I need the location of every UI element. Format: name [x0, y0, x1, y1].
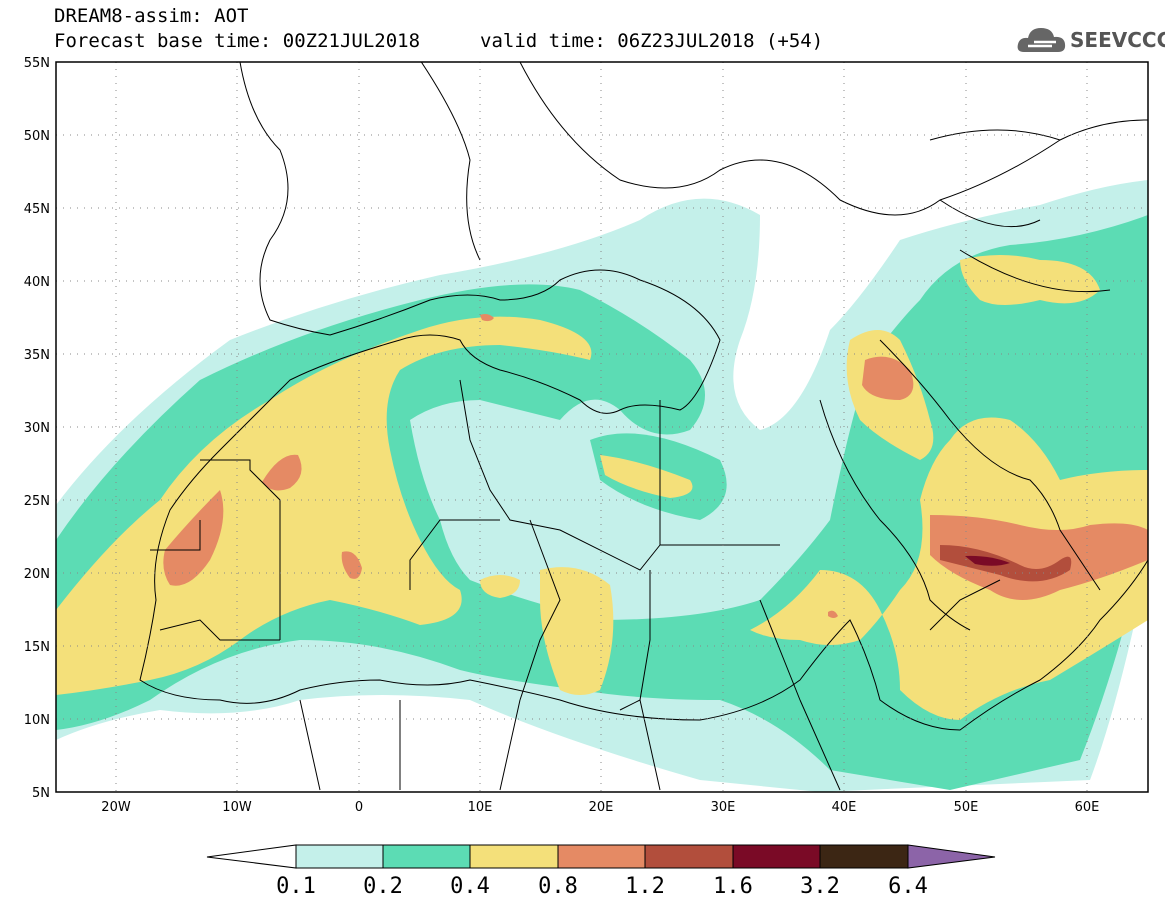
colorbar-labels: 0.1 0.2 0.4 0.8 1.2 1.6 3.2 6.4 [276, 874, 928, 899]
country-borders [139, 62, 1148, 791]
lon-label: 20E [589, 800, 614, 815]
colorbar-swatch [295, 844, 384, 869]
lat-label: 15N [24, 640, 50, 655]
lat-label: 5N [32, 786, 50, 801]
colorbar-label: 0.4 [450, 874, 490, 899]
lat-label: 25N [24, 494, 50, 509]
lon-label: 50E [954, 800, 979, 815]
colorbar-label: 0.8 [538, 874, 578, 899]
map-frame [55, 61, 1149, 793]
colorbar-swatch [557, 844, 646, 869]
lat-label: 10N [24, 713, 50, 728]
aot-field [56, 62, 1148, 792]
colorbar-swatch [644, 844, 734, 869]
colorbar-label: 0.1 [276, 874, 316, 899]
aot-level-3-2 [965, 555, 1010, 566]
colorbar-label: 1.6 [713, 874, 753, 899]
seevccc-logo: SEEVCCC [1016, 22, 1165, 58]
cloud-icon [1017, 28, 1066, 52]
colorbar-low-arrow [206, 844, 297, 869]
aot-level-1-2 [163, 314, 1148, 618]
forecast-base-time: Forecast base time: 00Z21JUL2018 [54, 30, 421, 52]
lat-label: 35N [24, 348, 50, 363]
colorbar [206, 844, 996, 869]
lon-label: 30E [711, 800, 736, 815]
logo-text: SEEVCCC [1070, 28, 1165, 52]
colorbar-label: 0.2 [363, 874, 403, 899]
lon-label: 10E [468, 800, 493, 815]
colorbar-swatch [732, 844, 821, 869]
lon-label: 60E [1075, 800, 1100, 815]
lon-label: 0 [355, 800, 363, 815]
colorbar-swatch [382, 844, 471, 869]
map-title: DREAM8-assim: AOT [54, 5, 249, 27]
grid-lines [56, 62, 1148, 792]
valid-time: valid time: 06Z23JUL2018 (+54) [480, 30, 824, 52]
lat-label: 50N [24, 129, 50, 144]
colorbar-label: 1.2 [625, 874, 665, 899]
lat-label: 55N [24, 56, 50, 71]
lon-label: 40E [832, 800, 857, 815]
lat-label: 40N [24, 275, 50, 290]
lon-label: 20W [101, 800, 131, 815]
colorbar-label: 3.2 [800, 874, 840, 899]
colorbar-swatch [469, 844, 559, 869]
lat-label: 30N [24, 421, 50, 436]
colorbar-swatch [819, 844, 909, 869]
lat-label: 45N [24, 202, 50, 217]
latitude-labels: 55N 50N 45N 40N 35N 30N 25N 20N 15N 10N … [24, 56, 50, 801]
colorbar-label: 6.4 [888, 874, 928, 899]
longitude-labels: 20W 10W 0 10E 20E 30E 40E 50E 60E [101, 800, 1099, 815]
lat-label: 20N [24, 567, 50, 582]
colorbar-high-arrow [907, 844, 996, 869]
lon-label: 10W [222, 800, 252, 815]
